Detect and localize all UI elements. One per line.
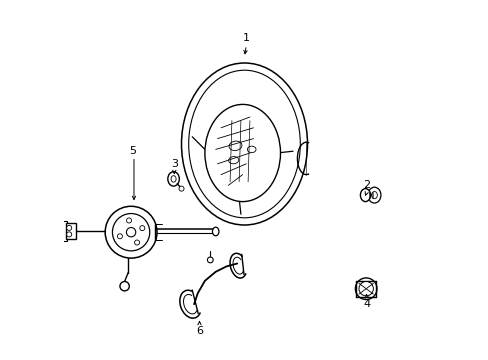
Text: 2: 2	[363, 180, 370, 190]
Text: 6: 6	[196, 326, 203, 336]
Ellipse shape	[212, 227, 219, 236]
Ellipse shape	[181, 63, 307, 225]
Circle shape	[207, 257, 213, 263]
Ellipse shape	[204, 104, 280, 202]
FancyBboxPatch shape	[61, 221, 66, 241]
Ellipse shape	[167, 172, 179, 186]
Text: 3: 3	[170, 159, 178, 169]
Circle shape	[126, 218, 131, 223]
Circle shape	[179, 186, 183, 191]
Ellipse shape	[371, 192, 377, 199]
Circle shape	[66, 232, 72, 237]
Ellipse shape	[367, 187, 380, 203]
Ellipse shape	[360, 189, 370, 202]
Circle shape	[117, 234, 122, 239]
Circle shape	[134, 240, 139, 245]
Ellipse shape	[171, 176, 176, 182]
Text: 1: 1	[243, 33, 249, 43]
Circle shape	[140, 226, 144, 231]
FancyBboxPatch shape	[65, 223, 76, 239]
Circle shape	[126, 228, 136, 237]
Circle shape	[66, 225, 72, 230]
Text: 5: 5	[129, 146, 136, 156]
Circle shape	[120, 282, 129, 291]
Ellipse shape	[358, 282, 373, 296]
Ellipse shape	[355, 278, 376, 300]
Circle shape	[105, 206, 157, 258]
Text: 4: 4	[363, 299, 370, 309]
